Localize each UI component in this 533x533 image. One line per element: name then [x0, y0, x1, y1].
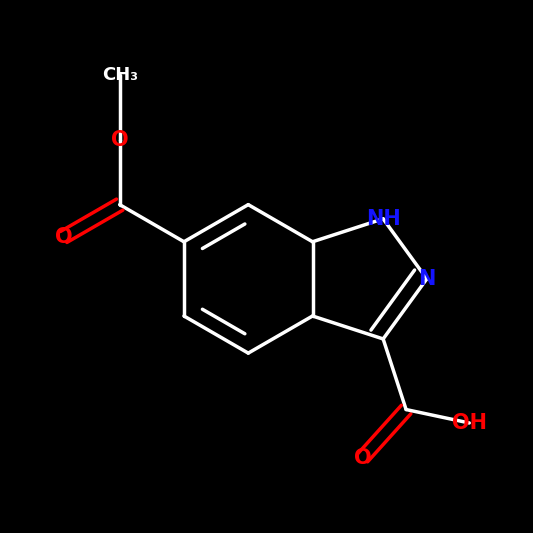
Text: O: O	[354, 448, 372, 467]
Text: OH: OH	[452, 413, 487, 433]
Text: CH₃: CH₃	[102, 67, 138, 84]
Text: NH: NH	[366, 209, 400, 229]
Text: O: O	[55, 227, 72, 247]
Text: O: O	[111, 130, 128, 150]
Text: N: N	[418, 269, 435, 289]
